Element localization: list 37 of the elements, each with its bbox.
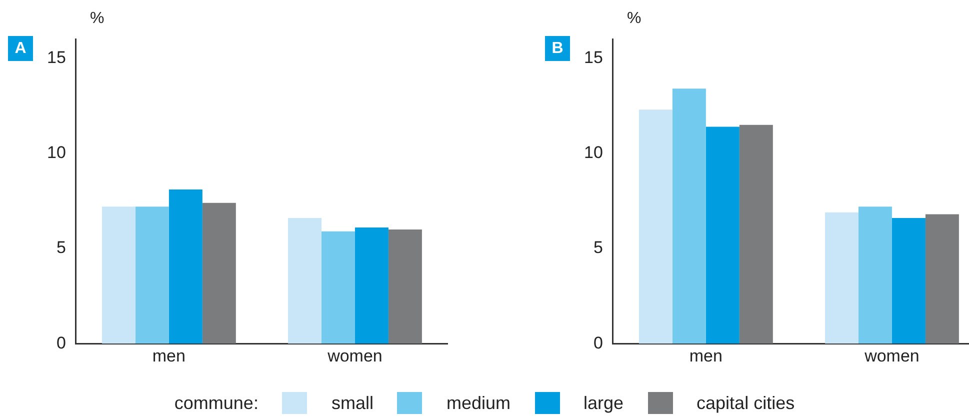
bar <box>168 190 202 344</box>
y-tick-label: 10 <box>584 143 603 162</box>
bar <box>354 228 388 344</box>
y-tick-label: 0 <box>56 333 66 352</box>
y-tick-label: 5 <box>56 238 66 258</box>
y-tick-label: 15 <box>584 48 603 67</box>
bar <box>706 126 740 344</box>
x-tick-label: men <box>689 346 722 366</box>
bar <box>102 206 136 344</box>
x-tick-label: men <box>152 346 186 366</box>
y-tick-label: 0 <box>593 333 603 352</box>
legend-title: commune: <box>174 392 258 414</box>
bar <box>638 110 672 344</box>
bar <box>925 214 959 344</box>
y-tick-label: 15 <box>46 48 66 67</box>
x-tick-label: women <box>326 346 382 366</box>
bar <box>739 124 773 344</box>
bar <box>672 88 706 344</box>
legend-label: small <box>331 392 374 414</box>
bar <box>858 206 892 344</box>
bar <box>321 231 355 344</box>
bar <box>135 206 169 344</box>
y-axis-title: % <box>627 10 642 28</box>
legend-label: large <box>584 392 624 414</box>
x-tick-label: women <box>864 346 920 366</box>
bar <box>288 218 322 344</box>
y-tick-label: 10 <box>46 143 66 162</box>
y-axis-title: % <box>90 10 104 28</box>
chart-title: B <box>545 36 570 61</box>
bar <box>202 202 236 344</box>
bar <box>825 212 858 344</box>
bar <box>388 229 422 344</box>
y-tick-label: 5 <box>593 238 603 258</box>
bar <box>892 218 926 344</box>
chart-title: A <box>8 36 33 61</box>
legend-label: medium <box>446 392 510 414</box>
legend-label: capital cities <box>696 392 795 414</box>
